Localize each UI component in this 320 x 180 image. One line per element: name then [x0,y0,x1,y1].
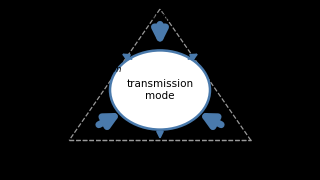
Text: environment: environment [62,141,120,150]
Text: transmission
mode: transmission mode [126,79,194,101]
Text: evolution: evolution [206,60,245,69]
Text: pathogen
genotype: pathogen genotype [138,2,182,21]
Text: dynamics: dynamics [140,159,180,168]
Circle shape [110,50,210,130]
Text: disease
prevention: disease prevention [76,55,121,75]
Text: host
genotype: host genotype [215,141,258,161]
